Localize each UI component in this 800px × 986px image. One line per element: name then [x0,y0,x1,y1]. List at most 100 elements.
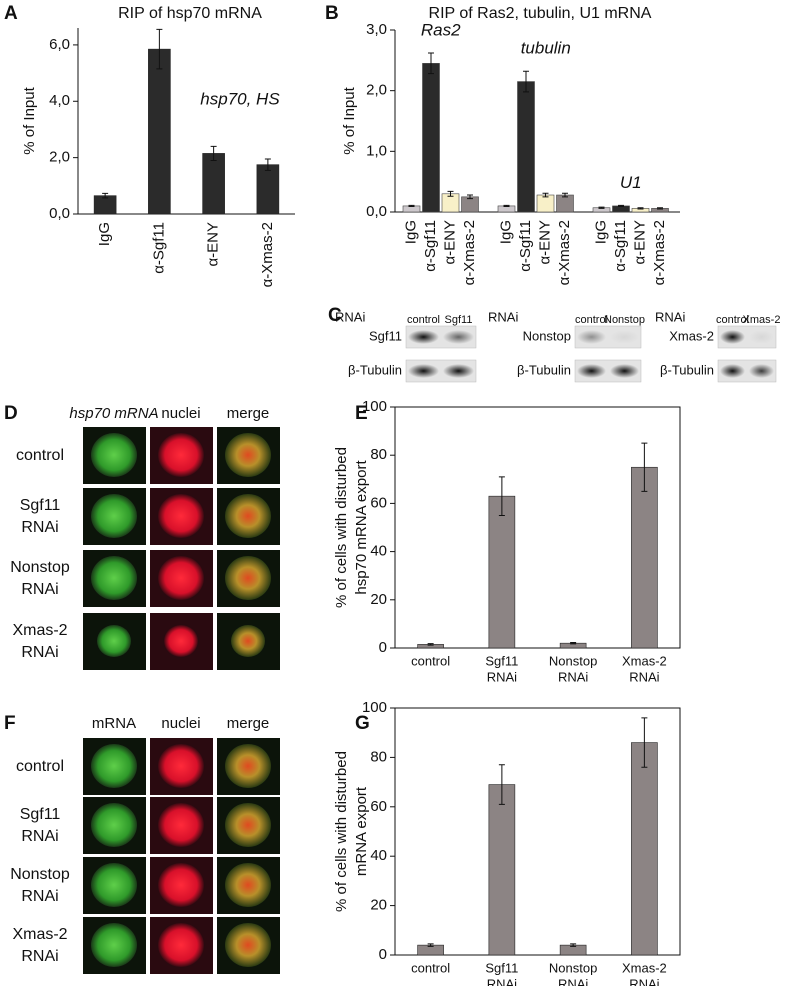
lane-label: Nonstop [604,314,645,326]
blot-band [577,330,606,344]
bar [631,466,658,649]
blot-band [408,330,439,344]
cell [91,433,137,477]
x-tick-label: control [411,653,450,668]
rnai-label: RNAi [488,309,518,324]
cell [91,744,137,788]
y-tick-label: 0,0 [366,203,387,220]
panel-label: B [325,3,339,24]
chart-title: RIP of Ras2, tubulin, U1 mRNA [429,5,652,22]
error-bar [498,764,505,805]
cell [158,923,204,967]
cell [91,556,137,600]
x-tick-label: Xmas-2 [622,960,667,975]
bar [256,164,280,215]
error-bar [562,192,568,198]
column-header: nuclei [161,715,200,732]
row-label: β-Tubulin [517,362,571,377]
x-tick-label: α-ENY [536,220,553,265]
error-bar [264,158,271,171]
row-label: control [16,447,64,464]
row-label: RNAi [21,519,58,536]
x-tick-label: IgG [402,220,419,244]
cell [225,433,271,477]
axes [394,30,680,213]
bar [536,194,555,213]
rnai-label: RNAi [655,309,685,324]
y-tick-label: 100 [362,398,387,415]
x-tick-label: α-Sgf11 [612,220,629,272]
annotation: hsp70, HS [200,89,280,108]
row-label: β-Tubulin [348,362,402,377]
error-bar [641,442,648,492]
blot-band [720,330,745,344]
rnai-label: RNAi [335,309,365,324]
error-bar [428,52,434,75]
x-tick-label: α-Xmas-2 [651,220,668,285]
blot-band [610,330,639,344]
x-tick-label: control [411,960,450,975]
x-tick-label: RNAi [629,669,659,684]
y-axis-label: % of Input [341,86,358,154]
blot-band [443,364,474,378]
bar [202,153,225,215]
row-label: Sgf11 [20,806,61,823]
y-tick-label: 0,0 [49,205,70,222]
group-label: Ras2 [421,21,461,40]
error-bar [503,204,510,208]
x-tick-label: Sgf11 [485,960,518,975]
row-label: RNAi [21,828,58,845]
blot-band [408,364,439,378]
x-tick-label: Xmas-2 [622,653,667,668]
lane-label: Sgf11 [445,314,473,326]
x-tick-label: α-ENY [205,222,222,267]
row-label: Xmas-2 [12,926,67,943]
error-bar [210,145,217,161]
bar [631,742,658,956]
bar [488,784,516,956]
y-tick-label: 60 [370,798,387,815]
y-tick-label: 60 [370,494,387,511]
row-label: Sgf11 [369,328,402,343]
group-label: U1 [620,173,642,192]
panel-label: E [355,403,368,424]
cell [158,744,204,788]
bar [148,48,171,215]
y-tick-label: 1,0 [366,142,387,159]
lane-label: control [716,314,749,326]
y-tick-label: 40 [370,847,387,864]
row-label: Sgf11 [20,497,61,514]
y-tick-label: 20 [370,591,387,608]
lane-label: control [407,314,440,326]
cell [225,803,271,847]
x-tick-label: IgG [497,220,514,244]
x-tick-label: RNAi [558,669,588,684]
x-tick-label: RNAi [487,976,517,986]
error-bar [447,190,454,197]
error-bar [498,476,505,516]
blot-band [443,330,474,344]
cell [158,803,204,847]
x-tick-label: RNAi [629,976,659,986]
bar [517,81,535,213]
row-label: Xmas-2 [12,622,67,639]
error-bar [618,204,624,208]
chart-title: RIP of hsp70 mRNA [118,5,262,22]
lane-label: Xmas-2 [743,314,781,326]
error-bar [427,643,434,646]
panel-label: G [355,713,370,734]
cell [158,494,204,538]
x-tick-label: Nonstop [549,653,597,668]
error-bar [102,192,109,199]
error-bar [641,717,648,768]
x-tick-label: α-Xmas-2 [259,222,276,287]
error-bar [156,28,163,70]
y-tick-label: 2,0 [49,149,70,166]
column-header: mRNA [92,715,136,732]
row-label: RNAi [21,644,58,661]
column-header: hsp70 mRNA [69,405,158,422]
row-label: RNAi [21,888,58,905]
plot-frame [394,707,681,956]
cell [231,625,265,657]
row-label: β-Tubulin [660,362,714,377]
